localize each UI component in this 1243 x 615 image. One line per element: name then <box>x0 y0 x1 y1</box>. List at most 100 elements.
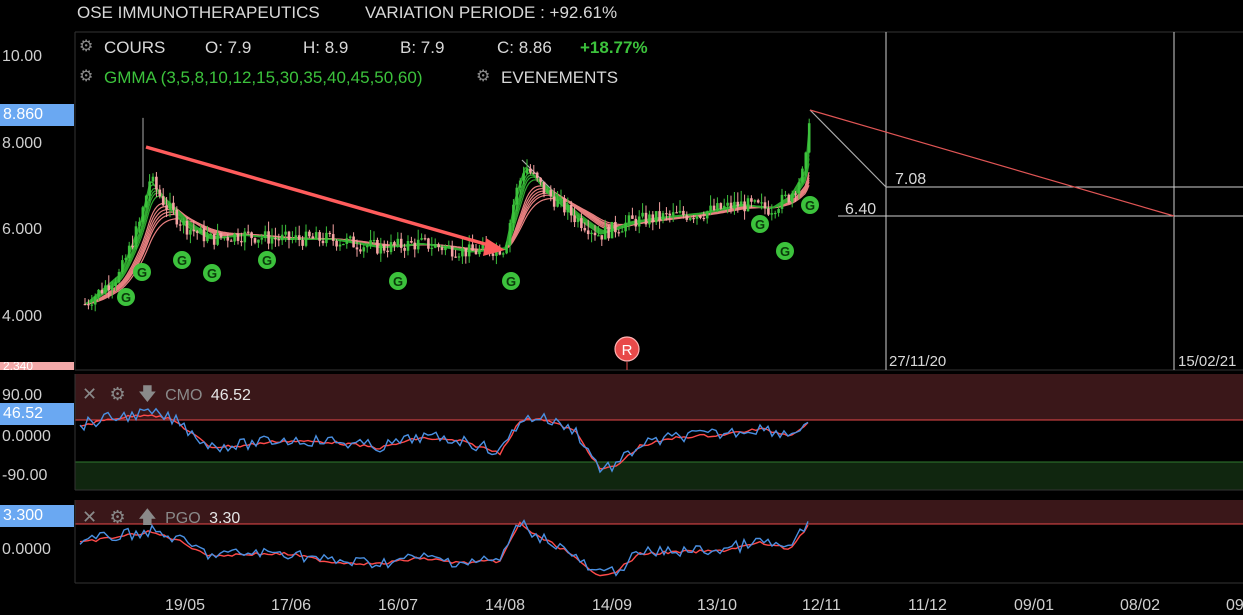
candle-body <box>685 215 689 220</box>
candle-body <box>722 205 726 209</box>
change-percent: +18.77% <box>580 38 648 57</box>
candle-body <box>614 221 617 233</box>
candle-body <box>280 234 284 241</box>
candle-body <box>501 253 505 255</box>
cours-settings-gear-icon[interactable]: ⚙ <box>79 38 94 55</box>
svg-text:G: G <box>755 217 765 232</box>
projection-line-grey-2 <box>809 109 887 188</box>
candle-body <box>719 203 723 209</box>
candle-body <box>253 238 257 243</box>
gmma-short-ribbon <box>84 128 810 305</box>
candle-body <box>206 235 209 242</box>
candle-body <box>702 217 706 220</box>
candle-body <box>141 207 145 222</box>
candle-body <box>773 212 777 215</box>
candle-body <box>297 235 301 240</box>
candle-body <box>263 231 267 239</box>
candle-body <box>467 244 471 257</box>
y-tick-8: 8.000 <box>2 135 43 152</box>
candle-body <box>569 205 573 216</box>
cmo-move-down-icon[interactable]: 🡇 <box>138 384 157 404</box>
candle-body <box>767 208 770 215</box>
candle-body <box>427 238 430 249</box>
candle-body <box>308 231 311 237</box>
candle-body <box>777 208 780 213</box>
candle-body <box>688 218 692 220</box>
cmo-oversold-zone <box>75 462 1243 490</box>
candle-body <box>753 200 757 202</box>
candle-body <box>345 238 349 244</box>
candle-body <box>716 203 719 211</box>
candle-body <box>393 242 396 245</box>
cmo-header: ✕ ⚙ 🡇 CMO 46.52 <box>82 382 251 412</box>
candle-body <box>413 242 417 250</box>
candle-body <box>440 247 444 251</box>
candle-body <box>726 202 729 206</box>
cmo-close-icon[interactable]: ✕ <box>82 384 98 404</box>
candle-body <box>712 205 716 211</box>
candle-body <box>219 232 223 238</box>
candle-body <box>277 239 281 241</box>
candle-body <box>474 250 478 255</box>
pgo-move-up-icon[interactable]: 🡅 <box>138 507 157 527</box>
candle-body <box>590 232 593 235</box>
candle-body <box>478 248 481 255</box>
candle-body <box>250 232 253 239</box>
svg-text:G: G <box>393 274 403 289</box>
pgo-value: 3.30 <box>209 510 241 527</box>
candle-body <box>580 218 583 229</box>
candle-body <box>637 216 641 227</box>
candle-body <box>760 202 763 204</box>
candle-body <box>804 152 808 169</box>
candle-body <box>376 239 379 254</box>
pgo-close-icon[interactable]: ✕ <box>82 507 98 527</box>
candle-body <box>114 282 117 287</box>
candle-body <box>127 245 131 258</box>
candle-body <box>342 243 345 246</box>
candle-body <box>699 215 702 218</box>
pgo-tick-0: 0.0000 <box>2 541 51 558</box>
candle-body <box>437 244 440 248</box>
candle-body <box>389 242 393 253</box>
gmma-ema-18 <box>84 177 810 305</box>
candle-body <box>182 220 185 226</box>
candle-body <box>90 304 94 306</box>
svg-text:G: G <box>121 290 131 305</box>
x-label-17-06: 17/06 <box>271 597 312 614</box>
close-value: C: 8.86 <box>497 38 552 57</box>
candle-body <box>97 289 100 297</box>
x-label-11-12: 11/12 <box>908 597 947 614</box>
projection-line-red <box>809 109 1175 217</box>
candle-body <box>161 196 165 206</box>
candle-body <box>158 189 162 197</box>
candle-body <box>348 236 352 239</box>
candle-body <box>682 210 685 216</box>
pgo-settings-gear-icon[interactable]: ⚙ <box>109 507 126 527</box>
gmma-settings-gear-icon[interactable]: ⚙ <box>79 68 94 85</box>
event-marker-r: R <box>614 336 640 362</box>
y-tick-6: 6.000 <box>2 221 43 238</box>
cmo-settings-gear-icon[interactable]: ⚙ <box>109 384 126 404</box>
candle-body <box>539 177 542 182</box>
trend-arrow-head <box>483 238 505 256</box>
candle-body <box>750 198 753 202</box>
candle-body <box>756 200 760 203</box>
candle-body <box>563 198 566 213</box>
events-settings-gear-icon[interactable]: ⚙ <box>476 68 491 85</box>
x-label-13-10: 13/10 <box>697 597 738 614</box>
candle-body <box>314 232 318 239</box>
gmma-signal-marker: G <box>203 264 221 282</box>
trend-arrow-line <box>145 145 493 248</box>
candle-body <box>739 201 743 207</box>
candle-body <box>369 240 372 246</box>
candle-body <box>603 226 607 240</box>
candle-body <box>192 229 196 232</box>
candle-body <box>736 201 740 207</box>
candle-body <box>535 172 539 178</box>
candle-body <box>202 228 206 242</box>
candle-body <box>318 232 321 241</box>
gmma-signal-marker: G <box>133 263 151 281</box>
candle-body <box>631 215 634 219</box>
candle-body <box>172 202 175 210</box>
